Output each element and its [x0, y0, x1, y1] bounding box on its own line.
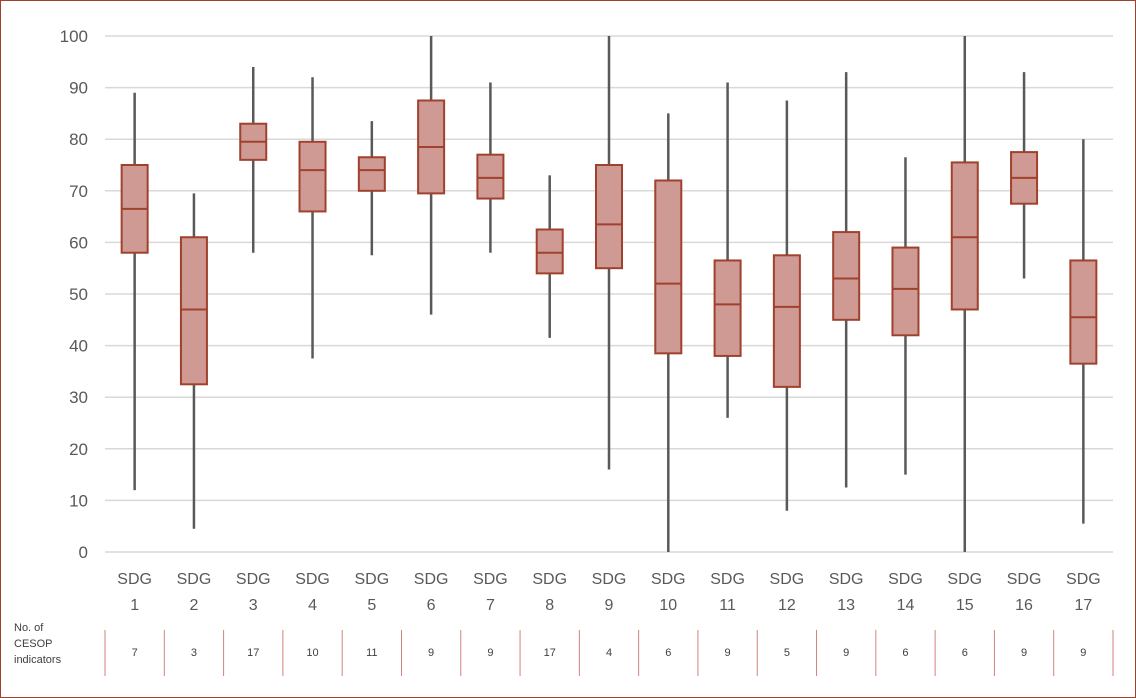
x-tick-label-line-1: SDG [888, 571, 923, 588]
y-tick-label: 50 [69, 285, 88, 304]
indicator-count: 11 [366, 647, 377, 659]
x-tick-label-line-1: SDG [947, 571, 982, 588]
indicator-count: 5 [784, 647, 790, 659]
indicator-count: 17 [544, 647, 556, 659]
y-tick-label: 30 [69, 388, 88, 407]
x-tick-label-line-1: SDG [651, 571, 686, 588]
y-tick-label: 70 [69, 182, 88, 201]
indicator-count-row: 7 3 17 10 11 9 9 17 4 6 9 5 9 6 6 9 9 [104, 630, 1114, 676]
indicator-count: 6 [962, 647, 968, 659]
x-tick-label-line-2: 14 [897, 597, 915, 614]
x-tick-label-line-1: SDG [354, 571, 389, 588]
x-tick-label-line-2: 8 [545, 597, 554, 614]
box [357, 156, 386, 192]
x-tick-label-line-1: SDG [1066, 571, 1101, 588]
x-tick-label-line-1: SDG [710, 571, 745, 588]
x-tick-label-line-2: 1 [130, 597, 139, 614]
x-tick-label-line-1: SDG [473, 571, 508, 588]
box [298, 140, 327, 213]
y-tick-label: 10 [69, 491, 88, 510]
box [476, 153, 505, 200]
x-tick-label-line-1: SDG [1007, 571, 1042, 588]
x-tick-label-line-2: 6 [427, 597, 436, 614]
box [179, 236, 208, 386]
row-label-line-2: CESOP [14, 638, 53, 650]
indicator-count: 7 [132, 647, 138, 659]
indicator-count: 17 [247, 647, 259, 659]
y-tick-label: 80 [69, 130, 88, 149]
y-tick-label: 40 [69, 337, 88, 356]
x-tick-label-line-1: SDG [414, 571, 449, 588]
box [654, 179, 683, 355]
x-tick-label-line-2: 12 [778, 597, 796, 614]
x-tick-label-line-1: SDG [829, 571, 864, 588]
x-tick-label-line-2: 17 [1074, 597, 1092, 614]
indicator-count: 9 [843, 647, 849, 659]
indicator-count: 9 [725, 647, 731, 659]
box [772, 254, 801, 388]
x-tick-label-line-1: SDG [532, 571, 567, 588]
x-tick-label-line-1: SDG [177, 571, 212, 588]
indicator-count: 9 [1021, 647, 1027, 659]
indicator-count: 10 [306, 647, 318, 659]
indicator-count: 6 [665, 647, 671, 659]
x-tick-label-line-2: 3 [249, 597, 258, 614]
y-tick-label: 20 [69, 440, 88, 459]
x-tick-label-line-2: 2 [189, 597, 198, 614]
indicator-row-label: No. of CESOP indicators [14, 620, 104, 668]
x-tick-label-line-2: 9 [605, 597, 614, 614]
x-tick-label-line-1: SDG [295, 571, 330, 588]
indicator-count: 9 [487, 647, 493, 659]
x-tick-label-line-1: SDG [236, 571, 271, 588]
row-label-line-3: indicators [14, 654, 62, 666]
x-tick-label-line-1: SDG [592, 571, 627, 588]
box [535, 228, 564, 275]
x-tick-label-line-2: 7 [486, 597, 495, 614]
x-tick-label-line-2: 11 [719, 597, 736, 614]
x-tick-label-line-2: 4 [308, 597, 317, 614]
box [950, 161, 979, 311]
y-axis: 0 10 20 30 40 50 60 70 80 90 100 [60, 27, 88, 562]
x-tick-label-line-1: SDG [770, 571, 805, 588]
y-tick-label: 100 [60, 27, 88, 46]
indicator-count: 9 [1080, 647, 1086, 659]
box [1069, 259, 1098, 365]
indicator-count: 4 [606, 647, 612, 659]
box [595, 164, 623, 270]
x-tick-label-line-2: 16 [1015, 597, 1033, 614]
y-tick-label: 0 [79, 543, 88, 562]
x-tick-label-line-1: SDG [117, 571, 152, 588]
box [713, 259, 742, 357]
x-tick-label-line-2: 15 [956, 597, 974, 614]
indicator-count: 9 [428, 647, 434, 659]
y-tick-label: 60 [69, 233, 88, 252]
x-tick-label-line-2: 5 [367, 597, 376, 614]
box [832, 231, 861, 321]
x-tick-label-line-2: 10 [659, 597, 677, 614]
x-axis: SDG 1 SDG 2 SDG 3 SDG 4 SDG 5 SDG 6 SDG 7 SDG 8 SDG 9 SDG 1… [117, 571, 1100, 614]
indicator-count: 6 [902, 647, 908, 659]
y-tick-label: 90 [69, 79, 88, 98]
indicator-count: 3 [191, 647, 197, 659]
boxes [120, 36, 1098, 552]
row-label-line-1: No. of [14, 622, 44, 634]
box [891, 246, 920, 337]
x-tick-label-line-2: 13 [837, 597, 855, 614]
